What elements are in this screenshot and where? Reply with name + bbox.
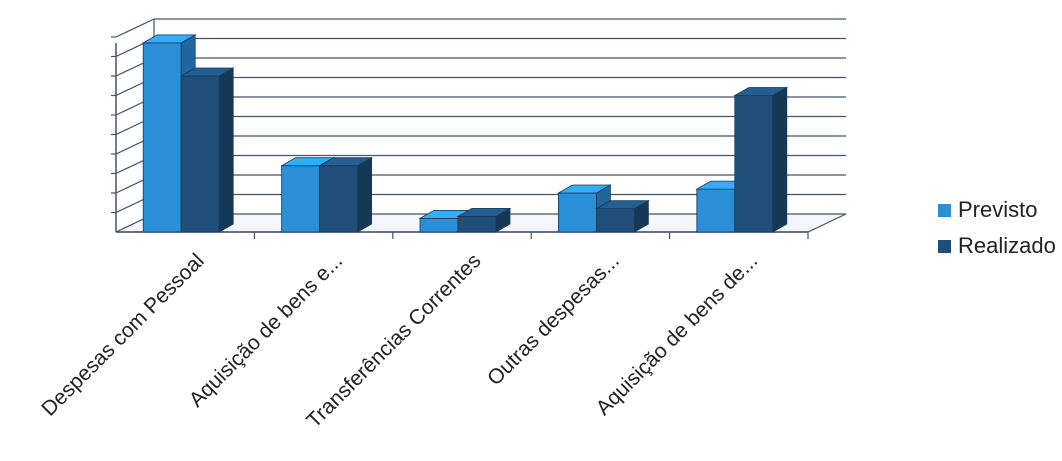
bar-top-realizado — [179, 67, 235, 77]
gridline-side — [115, 18, 155, 38]
bar-previsto — [281, 165, 321, 233]
bar-side-realizado — [357, 157, 373, 233]
bar-realizado — [180, 75, 220, 233]
legend-item-previsto: Previsto — [938, 192, 1056, 228]
legend: Previsto Realizado — [938, 192, 1056, 264]
legend-label-previsto: Previsto — [958, 197, 1038, 222]
bar-top-realizado — [456, 207, 512, 217]
legend-item-realizado: Realizado — [938, 228, 1056, 264]
legend-swatch-realizado — [938, 239, 951, 253]
chart-bars — [141, 34, 789, 233]
x-tick-label: Aquisição de bens de... — [592, 249, 763, 420]
bar-top-realizado — [594, 200, 650, 210]
x-tick-label: Aquisição de bens e... — [185, 249, 347, 411]
bar-side-realizado — [218, 67, 234, 233]
x-tick-label: Despesas com Pessoal — [37, 249, 208, 420]
bar-realizado — [319, 165, 359, 233]
bar-previsto — [558, 192, 597, 233]
bar-realizado — [457, 215, 497, 233]
legend-label-realizado: Realizado — [958, 233, 1056, 258]
legend-swatch-previsto — [938, 203, 951, 217]
bar-top-previsto — [141, 34, 197, 44]
bar-previsto — [696, 188, 736, 233]
bar-realizado — [734, 95, 774, 233]
bar-side-realizado — [772, 86, 788, 233]
x-tick-label: Outras despesas... — [483, 249, 624, 390]
bar-realizado — [596, 208, 635, 233]
bar-top-previsto — [556, 184, 612, 194]
bar-top-realizado — [733, 87, 789, 96]
bar-previsto — [142, 42, 182, 233]
bar-previsto — [419, 217, 459, 233]
bar-top-realizado — [318, 157, 374, 167]
